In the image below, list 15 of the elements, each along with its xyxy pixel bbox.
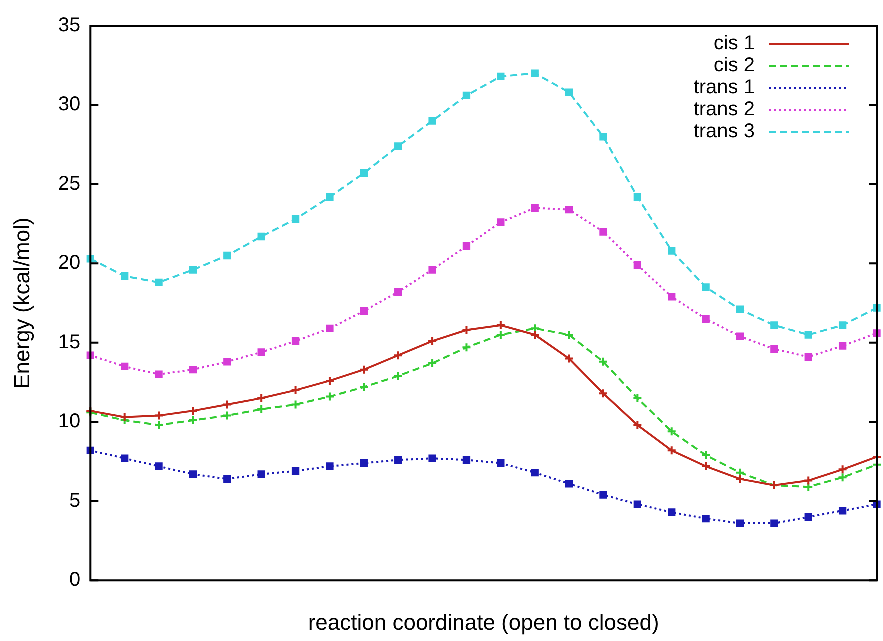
y-tick-label: 30 [58,94,81,116]
y-tick-label: 5 [70,490,81,512]
y-tick-label: 20 [58,252,81,274]
legend-label: trans 1 [694,76,755,99]
legend-label: trans 2 [694,98,755,121]
y-tick-label: 10 [58,410,81,433]
legend-label: cis 2 [714,54,755,77]
legend-label: trans 3 [694,120,755,143]
y-tick-label: 15 [58,331,81,354]
y-axis-title: Energy (kcal/mol) [9,218,34,389]
legend-label: cis 1 [714,32,755,55]
y-tick-label: 35 [58,14,81,37]
y-tick-label: 25 [58,172,81,195]
x-axis-title: reaction coordinate (open to closed) [308,610,660,635]
y-tick-label: 0 [70,569,81,592]
